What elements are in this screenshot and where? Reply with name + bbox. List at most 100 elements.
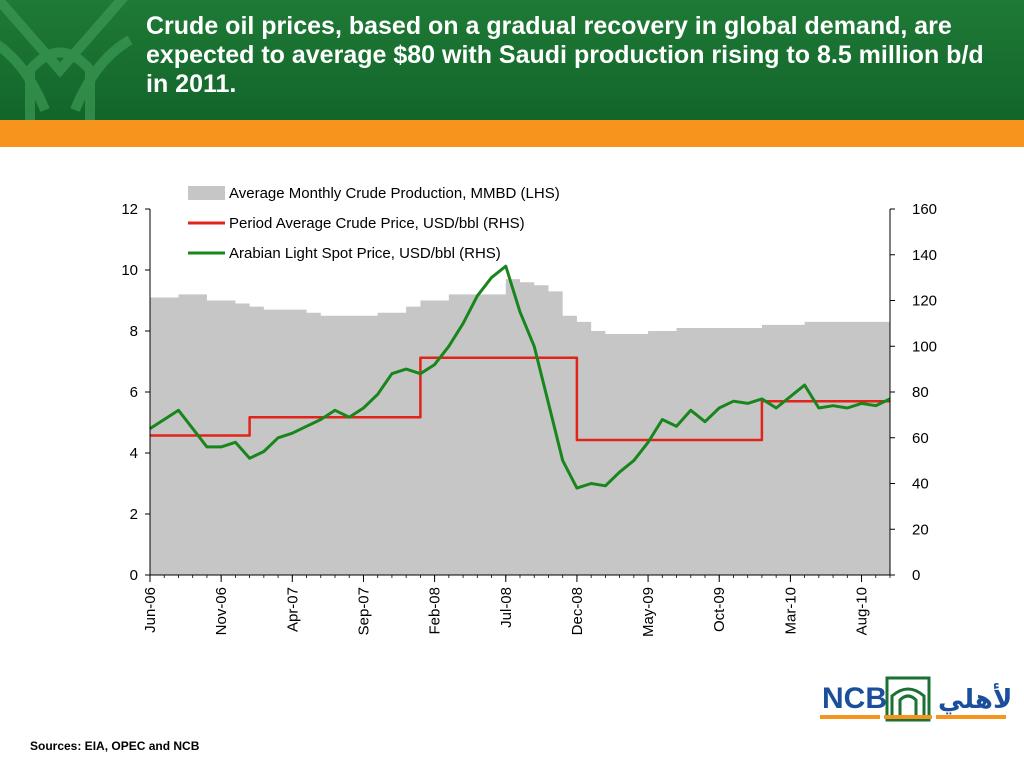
x-tick-label-2: Apr-07 bbox=[284, 587, 301, 632]
x-tick-label-0: Jun-06 bbox=[142, 587, 159, 633]
production-area-series bbox=[150, 279, 890, 575]
left-tick-label-6: 12 bbox=[121, 201, 138, 218]
spot-price-point-47 bbox=[818, 407, 820, 409]
right-tick-label-2: 40 bbox=[912, 476, 929, 493]
spot-price-point-29 bbox=[562, 460, 564, 462]
x-tick-label-6: Dec-08 bbox=[569, 587, 586, 635]
spot-price-point-18 bbox=[405, 368, 407, 370]
spot-price-point-8 bbox=[263, 450, 265, 453]
x-tick-label-5: Jul-08 bbox=[498, 587, 515, 628]
spot-price-point-48 bbox=[832, 405, 834, 407]
x-tick-label-3: Sep-07 bbox=[355, 587, 372, 635]
x-tick-label-7: May-09 bbox=[640, 587, 657, 637]
spot-price-point-45 bbox=[789, 395, 791, 398]
spot-price-point-16 bbox=[377, 393, 379, 395]
spot-price-point-17 bbox=[391, 373, 393, 375]
spot-price-point-10 bbox=[291, 432, 293, 434]
slide-title: Crude oil prices, based on a gradual rec… bbox=[146, 12, 984, 98]
x-tick-label-10: Aug-10 bbox=[854, 587, 871, 635]
period-average-point-2 bbox=[249, 416, 251, 418]
spot-price-point-30 bbox=[576, 487, 578, 489]
ncb-logo-text: NCB bbox=[822, 682, 887, 715]
spot-price-point-21 bbox=[448, 345, 450, 347]
spot-price-point-38 bbox=[690, 409, 692, 411]
left-tick-label-5: 10 bbox=[121, 262, 138, 279]
spot-price-point-22 bbox=[462, 322, 464, 324]
spot-price-point-28 bbox=[547, 402, 550, 405]
period-average-price-line bbox=[150, 356, 890, 442]
spot-price-point-35 bbox=[647, 441, 649, 443]
spot-price-point-37 bbox=[675, 425, 678, 427]
period-average-point-3 bbox=[419, 416, 421, 418]
period-average-point-1 bbox=[249, 434, 251, 437]
ncb-logo-icon: NCB الأهلي bbox=[820, 676, 1021, 722]
spot-price-point-27 bbox=[533, 345, 535, 347]
spot-price-point-25 bbox=[505, 265, 507, 267]
slide-header: Crude oil prices, based on a gradual rec… bbox=[0, 0, 1024, 120]
x-tick-label-1: Nov-06 bbox=[213, 587, 230, 635]
spot-price-point-19 bbox=[419, 373, 421, 375]
period-average-point-6 bbox=[576, 439, 578, 441]
spot-price-point-12 bbox=[320, 418, 322, 421]
period-average-point-4 bbox=[419, 357, 421, 359]
spot-price-point-43 bbox=[761, 398, 763, 400]
left-tick-label-2: 4 bbox=[130, 445, 138, 462]
spot-price-point-41 bbox=[732, 400, 735, 402]
legend-label-0: Average Monthly Crude Production, MMBD (… bbox=[229, 185, 560, 202]
spot-price-point-3 bbox=[192, 428, 194, 430]
right-tick-label-4: 80 bbox=[912, 384, 929, 401]
spot-price-point-11 bbox=[305, 425, 308, 427]
legend-swatch-production bbox=[188, 186, 225, 200]
spot-price-point-49 bbox=[846, 407, 848, 409]
x-tick-label-8: Oct-09 bbox=[711, 587, 728, 632]
spot-price-point-34 bbox=[633, 460, 635, 462]
spot-price-point-40 bbox=[718, 407, 720, 409]
spot-price-point-44 bbox=[775, 407, 777, 409]
spot-price-point-31 bbox=[590, 482, 592, 485]
period-average-point-7 bbox=[761, 439, 763, 441]
orange-divider-bar bbox=[0, 120, 1024, 147]
spot-price-point-14 bbox=[348, 416, 350, 418]
sources-note: Sources: EIA, OPEC and NCB bbox=[30, 739, 200, 753]
right-tick-label-8: 160 bbox=[912, 201, 937, 218]
period-average-point-5 bbox=[576, 357, 578, 359]
right-tick-label-5: 100 bbox=[912, 338, 937, 355]
spot-price-point-9 bbox=[277, 437, 279, 439]
left-tick-label-3: 6 bbox=[130, 384, 138, 401]
spot-price-point-33 bbox=[619, 471, 621, 473]
spot-price-point-5 bbox=[220, 446, 222, 448]
ncb-logo-arabic-text: الأهلي bbox=[938, 683, 1010, 715]
x-tick-label-4: Feb-08 bbox=[427, 587, 444, 635]
spot-price-point-42 bbox=[747, 402, 749, 405]
right-tick-label-6: 120 bbox=[912, 293, 937, 310]
spot-price-point-26 bbox=[519, 311, 521, 313]
header-ornament-icon bbox=[0, 0, 133, 120]
spot-price-point-24 bbox=[490, 277, 493, 279]
spot-price-point-1 bbox=[163, 418, 165, 421]
spot-price-point-23 bbox=[476, 295, 478, 297]
left-tick-label-1: 2 bbox=[130, 506, 138, 523]
right-tick-label-7: 140 bbox=[912, 247, 937, 264]
spot-price-point-15 bbox=[362, 407, 365, 409]
x-tick-label-9: Mar-10 bbox=[782, 587, 799, 635]
legend-label-1: Period Average Crude Price, USD/bbl (RHS… bbox=[229, 215, 525, 232]
spot-price-point-50 bbox=[860, 402, 863, 405]
spot-price-point-7 bbox=[249, 457, 251, 459]
right-tick-label-0: 0 bbox=[912, 567, 920, 584]
right-tick-label-3: 60 bbox=[912, 430, 929, 447]
spot-price-point-39 bbox=[704, 421, 706, 423]
spot-price-point-36 bbox=[661, 418, 663, 421]
ncb-logo: NCB الأهلي bbox=[820, 676, 1021, 728]
spot-price-point-32 bbox=[604, 485, 606, 487]
spot-price-point-4 bbox=[206, 446, 208, 448]
right-tick-label-1: 20 bbox=[912, 521, 929, 538]
spot-price-point-20 bbox=[434, 363, 436, 366]
spot-price-point-2 bbox=[177, 409, 180, 411]
spot-price-point-6 bbox=[234, 441, 236, 443]
spot-price-point-51 bbox=[875, 405, 877, 407]
spot-price-point-13 bbox=[334, 409, 336, 411]
legend-label-2: Arabian Light Spot Price, USD/bbl (RHS) bbox=[229, 245, 501, 262]
spot-price-point-46 bbox=[804, 384, 806, 386]
left-tick-label-0: 0 bbox=[130, 567, 138, 584]
